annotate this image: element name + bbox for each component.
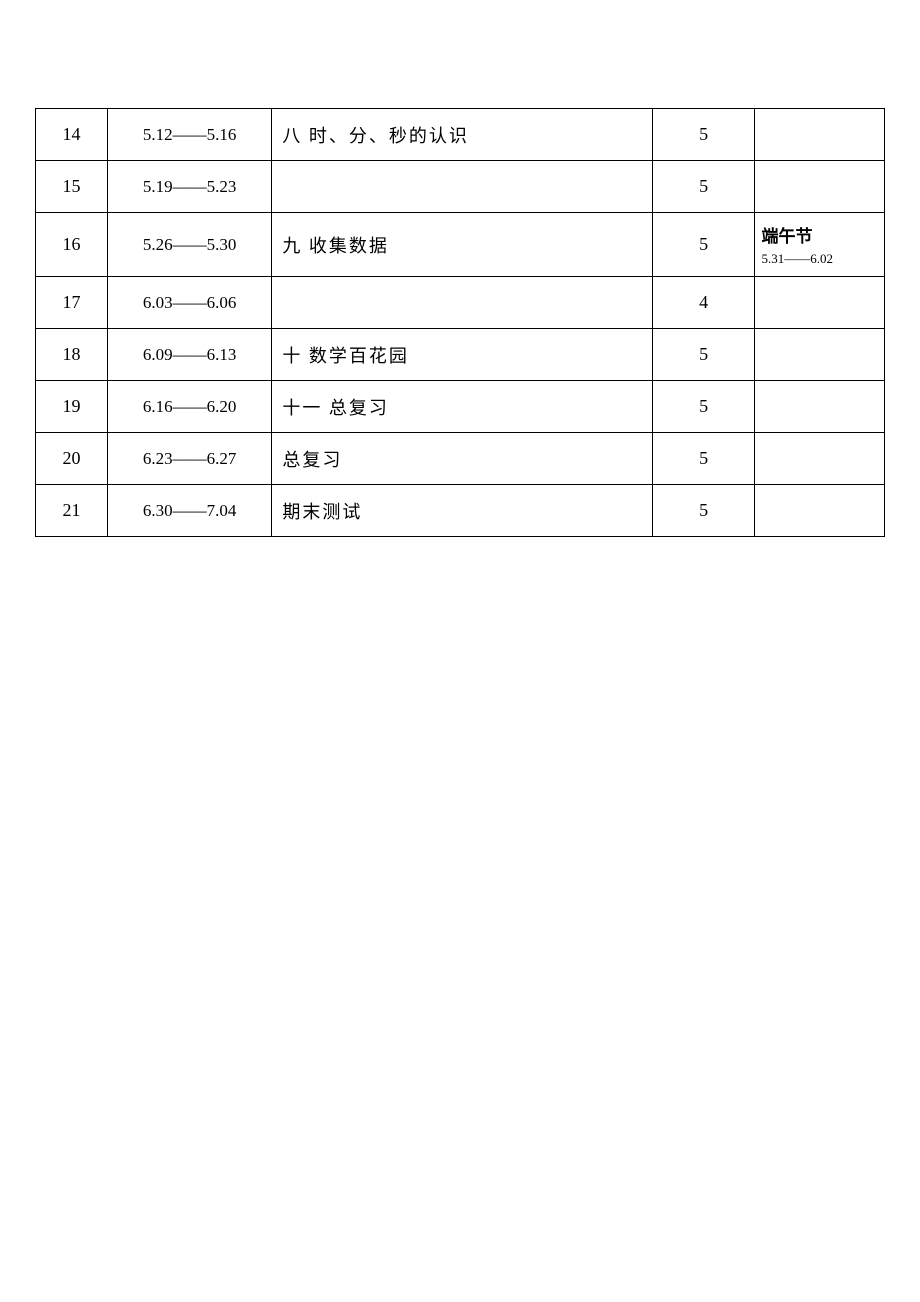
date-range: 5.19——5.23 (107, 161, 271, 213)
hours-cell: 4 (652, 277, 755, 329)
table-row: 14 5.12——5.16 八 时、分、秒的认识 5 (36, 109, 885, 161)
note-cell (755, 329, 885, 381)
week-number: 21 (36, 485, 108, 537)
date-range: 6.30——7.04 (107, 485, 271, 537)
week-number: 18 (36, 329, 108, 381)
content-cell (272, 161, 652, 213)
table-row: 19 6.16——6.20 十一 总复习 5 (36, 381, 885, 433)
note-cell (755, 109, 885, 161)
week-number: 19 (36, 381, 108, 433)
week-number: 20 (36, 433, 108, 485)
hours-cell: 5 (652, 161, 755, 213)
table-row: 21 6.30——7.04 期末测试 5 (36, 485, 885, 537)
week-number: 17 (36, 277, 108, 329)
content-cell: 九 收集数据 (272, 213, 652, 277)
schedule-table: 14 5.12——5.16 八 时、分、秒的认识 5 15 5.19——5.23… (35, 108, 885, 537)
table-body: 14 5.12——5.16 八 时、分、秒的认识 5 15 5.19——5.23… (36, 109, 885, 537)
note-cell (755, 433, 885, 485)
note-cell: 端午节 5.31——6.02 (755, 213, 885, 277)
content-cell (272, 277, 652, 329)
note-cell (755, 381, 885, 433)
date-range: 6.09——6.13 (107, 329, 271, 381)
date-range: 5.26——5.30 (107, 213, 271, 277)
note-title: 端午节 (761, 222, 878, 247)
content-cell: 十一 总复习 (272, 381, 652, 433)
table-row: 15 5.19——5.23 5 (36, 161, 885, 213)
content-cell: 十 数学百花园 (272, 329, 652, 381)
note-cell (755, 161, 885, 213)
table-row: 16 5.26——5.30 九 收集数据 5 端午节 5.31——6.02 (36, 213, 885, 277)
date-range: 6.16——6.20 (107, 381, 271, 433)
week-number: 16 (36, 213, 108, 277)
hours-cell: 5 (652, 433, 755, 485)
note-cell (755, 277, 885, 329)
hours-cell: 5 (652, 485, 755, 537)
hours-cell: 5 (652, 213, 755, 277)
note-cell (755, 485, 885, 537)
week-number: 14 (36, 109, 108, 161)
hours-cell: 5 (652, 329, 755, 381)
table-row: 18 6.09——6.13 十 数学百花园 5 (36, 329, 885, 381)
date-range: 6.03——6.06 (107, 277, 271, 329)
date-range: 6.23——6.27 (107, 433, 271, 485)
hours-cell: 5 (652, 109, 755, 161)
date-range: 5.12——5.16 (107, 109, 271, 161)
content-cell: 八 时、分、秒的认识 (272, 109, 652, 161)
content-cell: 总复习 (272, 433, 652, 485)
content-cell: 期末测试 (272, 485, 652, 537)
week-number: 15 (36, 161, 108, 213)
table-row: 20 6.23——6.27 总复习 5 (36, 433, 885, 485)
table-row: 17 6.03——6.06 4 (36, 277, 885, 329)
hours-cell: 5 (652, 381, 755, 433)
note-date: 5.31——6.02 (761, 251, 878, 267)
